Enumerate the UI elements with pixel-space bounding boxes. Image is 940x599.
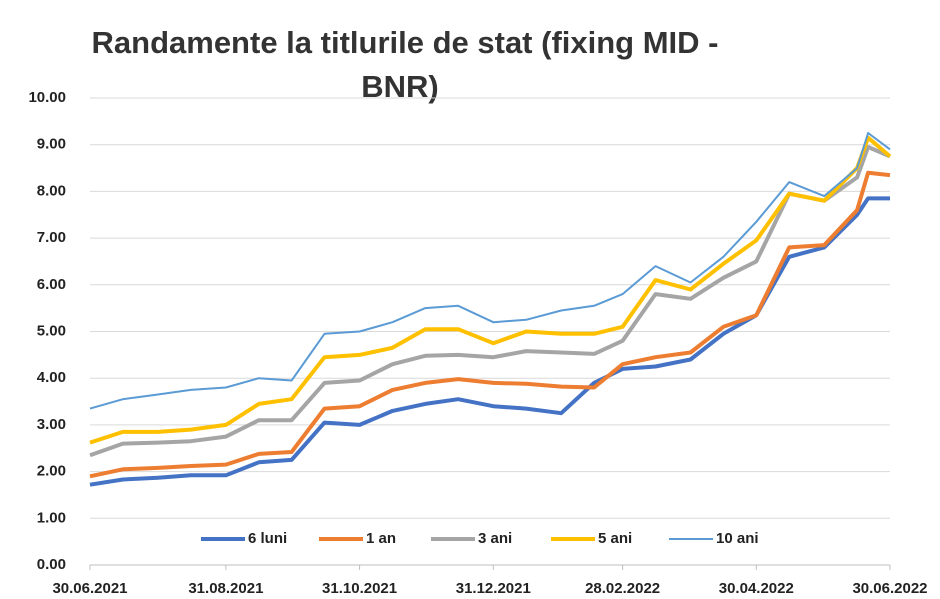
y-tick-label: 3.00 <box>37 416 66 433</box>
y-tick-label: 4.00 <box>37 369 66 386</box>
series-line <box>89 145 891 458</box>
legend-label: 6 luni <box>248 530 287 547</box>
y-tick-label: 10.00 <box>28 89 66 106</box>
legend-label: 1 an <box>366 530 396 547</box>
x-tick-label: 30.04.2022 <box>719 580 794 597</box>
y-tick-label: 9.00 <box>37 136 66 153</box>
x-tick-label: 31.10.2021 <box>322 580 397 597</box>
legend-label: 5 ani <box>598 530 632 547</box>
x-tick-label: 30.06.2021 <box>52 580 127 597</box>
chart-title: Randamente la titlurile de stat (fixing … <box>92 25 719 60</box>
series-line <box>89 132 891 410</box>
y-tick-label: 0.00 <box>37 556 66 573</box>
y-tick-label: 1.00 <box>37 509 66 526</box>
series-line <box>89 135 892 445</box>
series-line <box>89 170 891 479</box>
y-tick-label: 2.00 <box>37 463 66 480</box>
legend-label: 3 ani <box>478 530 512 547</box>
chart-title: BNR) <box>361 69 439 104</box>
y-tick-label: 8.00 <box>37 182 66 199</box>
x-tick-label: 30.06.2022 <box>852 580 927 597</box>
y-tick-label: 7.00 <box>37 229 66 246</box>
y-tick-label: 5.00 <box>37 322 66 339</box>
x-tick-label: 31.08.2021 <box>188 580 263 597</box>
y-tick-label: 6.00 <box>37 276 66 293</box>
x-tick-label: 31.12.2021 <box>456 580 531 597</box>
legend-label: 10 ani <box>716 530 759 547</box>
series-line <box>89 196 890 487</box>
x-tick-label: 28.02.2022 <box>585 580 660 597</box>
